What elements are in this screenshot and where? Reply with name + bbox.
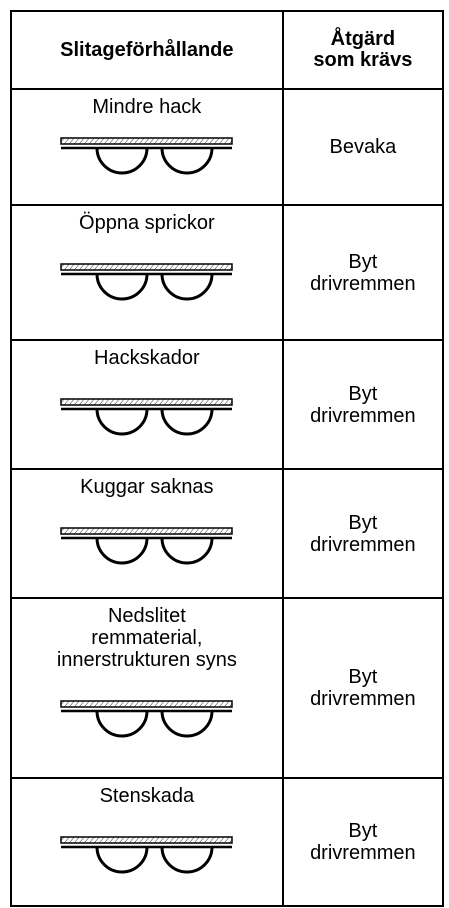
condition-text: Nedslitet remmaterial, innerstrukturen s… [56, 605, 237, 671]
belt-illustration [59, 526, 234, 565]
action-cell: Byt drivremmen [281, 339, 445, 470]
condition-cell: Hackskador [10, 339, 284, 470]
action-cell: Bevaka [281, 88, 445, 206]
belt-illustration [59, 397, 234, 436]
table-row: Öppna sprickor Byt drivremmen [10, 204, 445, 341]
condition-cell: Kuggar saknas [10, 468, 284, 599]
condition-cell: Öppna sprickor [10, 204, 284, 341]
condition-text: Hackskador [94, 347, 200, 369]
condition-text: Stenskada [99, 785, 195, 807]
belt-illustration [59, 136, 234, 175]
condition-text: Öppna sprickor [79, 212, 215, 234]
table-row: Kuggar saknas Byt drivremmen [10, 468, 445, 599]
table-row: Stenskada Byt drivremmen [10, 777, 445, 907]
condition-text: Mindre hack [92, 96, 202, 118]
header-row: Slitageförhållande Åtgärd som krävs [10, 10, 445, 90]
table-row: Hackskador Byt drivremmen [10, 339, 445, 470]
action-cell: Byt drivremmen [281, 777, 445, 907]
header-cell: Åtgärd som krävs [281, 10, 445, 90]
belt-illustration [59, 835, 234, 874]
condition-cell: Stenskada [10, 777, 284, 907]
condition-cell: Mindre hack [10, 88, 284, 206]
action-cell: Byt drivremmen [281, 468, 445, 599]
wear-table: Slitageförhållande Åtgärd som krävs Mind… [10, 10, 445, 907]
action-cell: Byt drivremmen [281, 597, 445, 779]
belt-illustration [59, 262, 234, 301]
table-row: Mindre hack Bevaka [10, 88, 445, 206]
action-cell: Byt drivremmen [281, 204, 445, 341]
condition-cell: Nedslitet remmaterial, innerstrukturen s… [10, 597, 284, 779]
header-cell: Slitageförhållande [10, 10, 284, 90]
belt-illustration [59, 699, 234, 738]
table-row: Nedslitet remmaterial, innerstrukturen s… [10, 597, 445, 779]
condition-text: Kuggar saknas [80, 476, 214, 498]
